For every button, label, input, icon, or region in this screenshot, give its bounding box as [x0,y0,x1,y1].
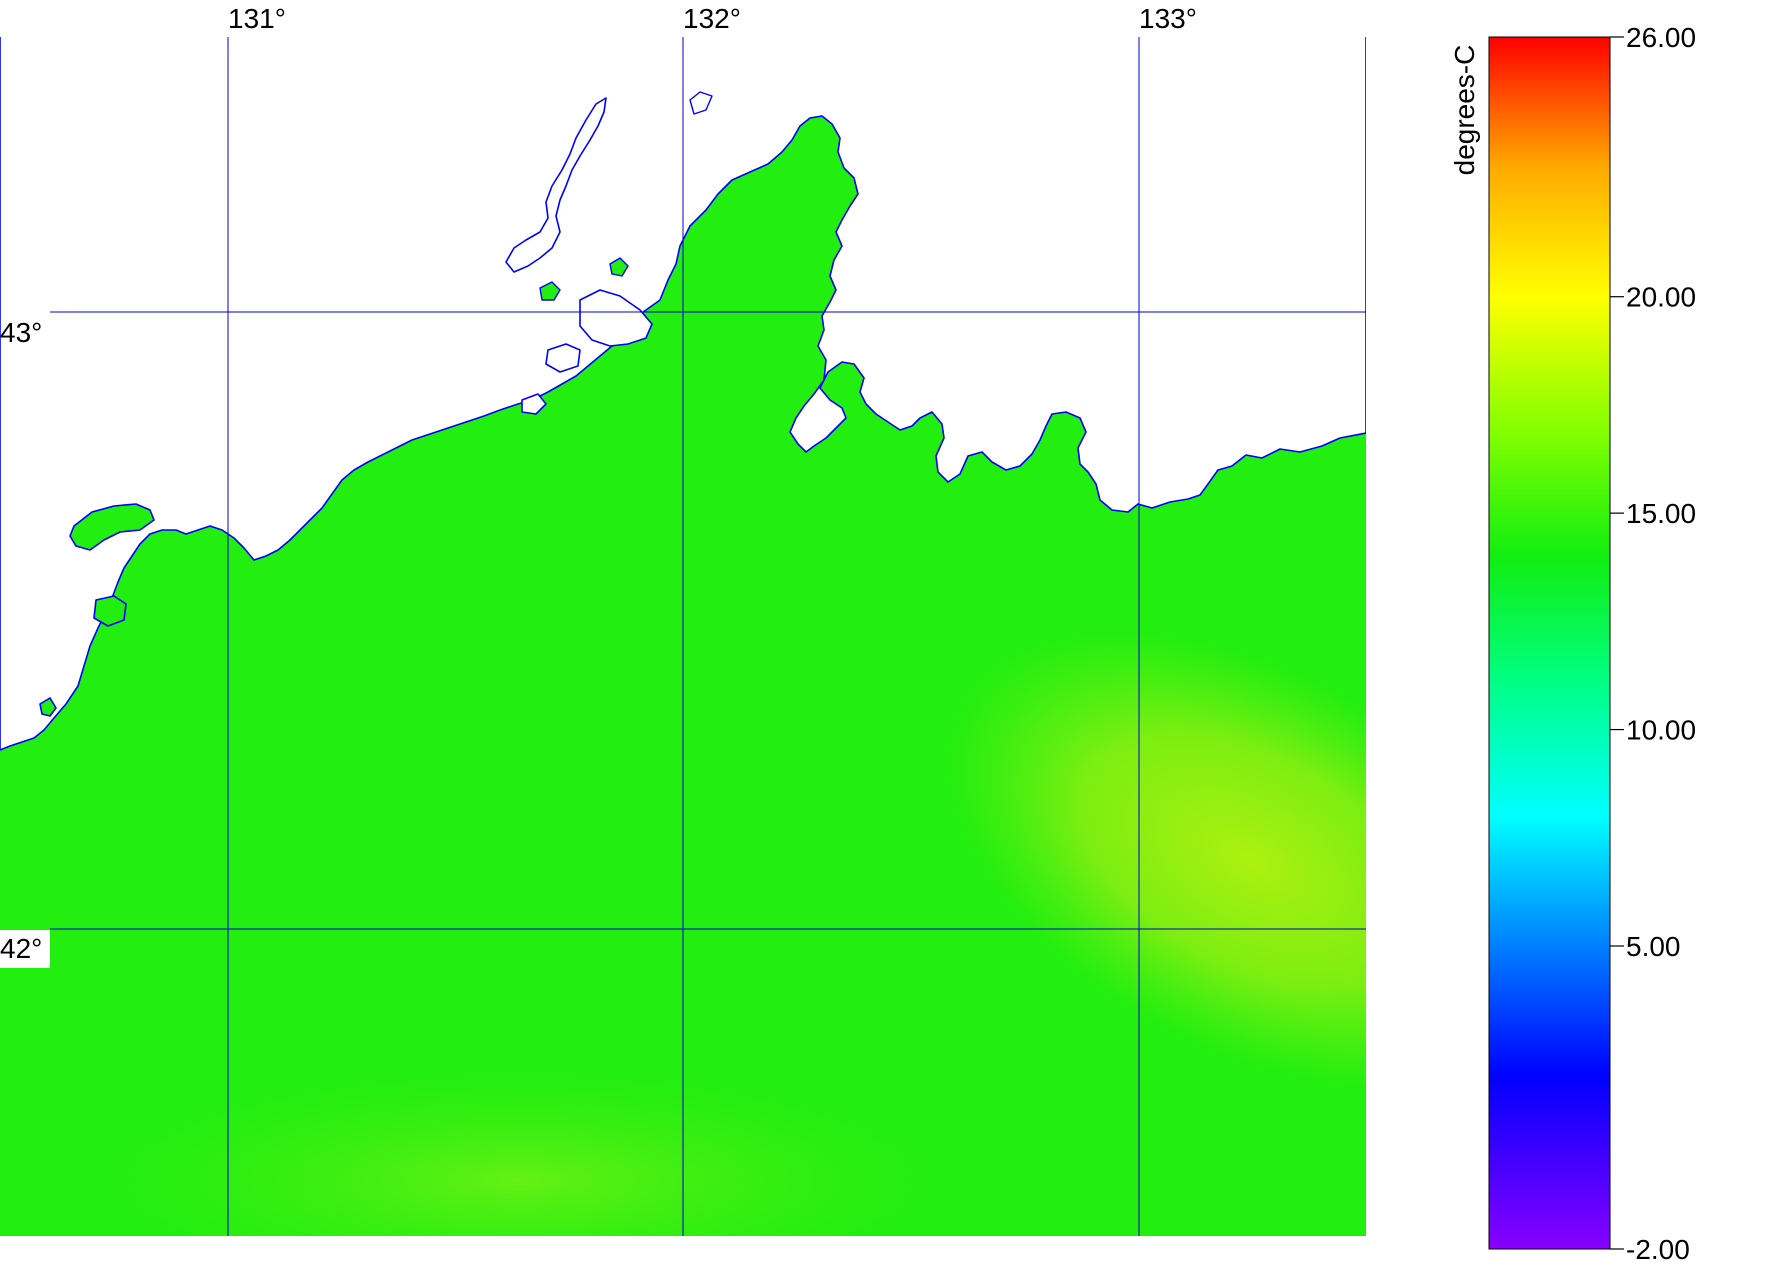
island-west-small [39,595,127,717]
warm-water-patch [945,631,1366,1089]
colorbar-tick-label: 15.00 [1626,498,1696,529]
colorbar-tick-label: 20.00 [1626,282,1696,313]
colorbar-tick-label: -2.00 [1626,1234,1690,1265]
colorbar: degrees-C 26.00 20.00 15.00 10.00 5.00 -2.00 [1449,22,1696,1265]
longitude-label-131: 131° [228,3,286,34]
island-bay-small [539,257,629,301]
coastal-inlet-small [689,91,713,115]
colorbar-ticks: 26.00 20.00 15.00 10.00 5.00 -2.00 [1610,22,1696,1265]
latitude-label-42: 42° [0,933,42,964]
land-mass-bay-islands [521,289,653,415]
land-mass-peninsula [505,97,607,273]
longitude-label-133: 133° [1139,3,1197,34]
latitude-label-43: 43° [0,317,42,348]
map-panel [0,37,1366,1236]
longitude-label-132: 132° [683,3,741,34]
colorbar-tick-label: 5.00 [1626,931,1681,962]
colorbar-frame [1488,36,1611,1250]
warm-water-patch-south [100,1070,940,1236]
land-mass-north [0,37,1366,751]
colorbar-ramp [1489,37,1610,1249]
colorbar-tick-label: 26.00 [1626,22,1696,53]
colorbar-tick-label: 10.00 [1626,715,1696,746]
colorbar-unit-label: degrees-C [1449,45,1480,176]
island-west-large [69,503,155,551]
latitude-label-42-background [0,930,50,968]
